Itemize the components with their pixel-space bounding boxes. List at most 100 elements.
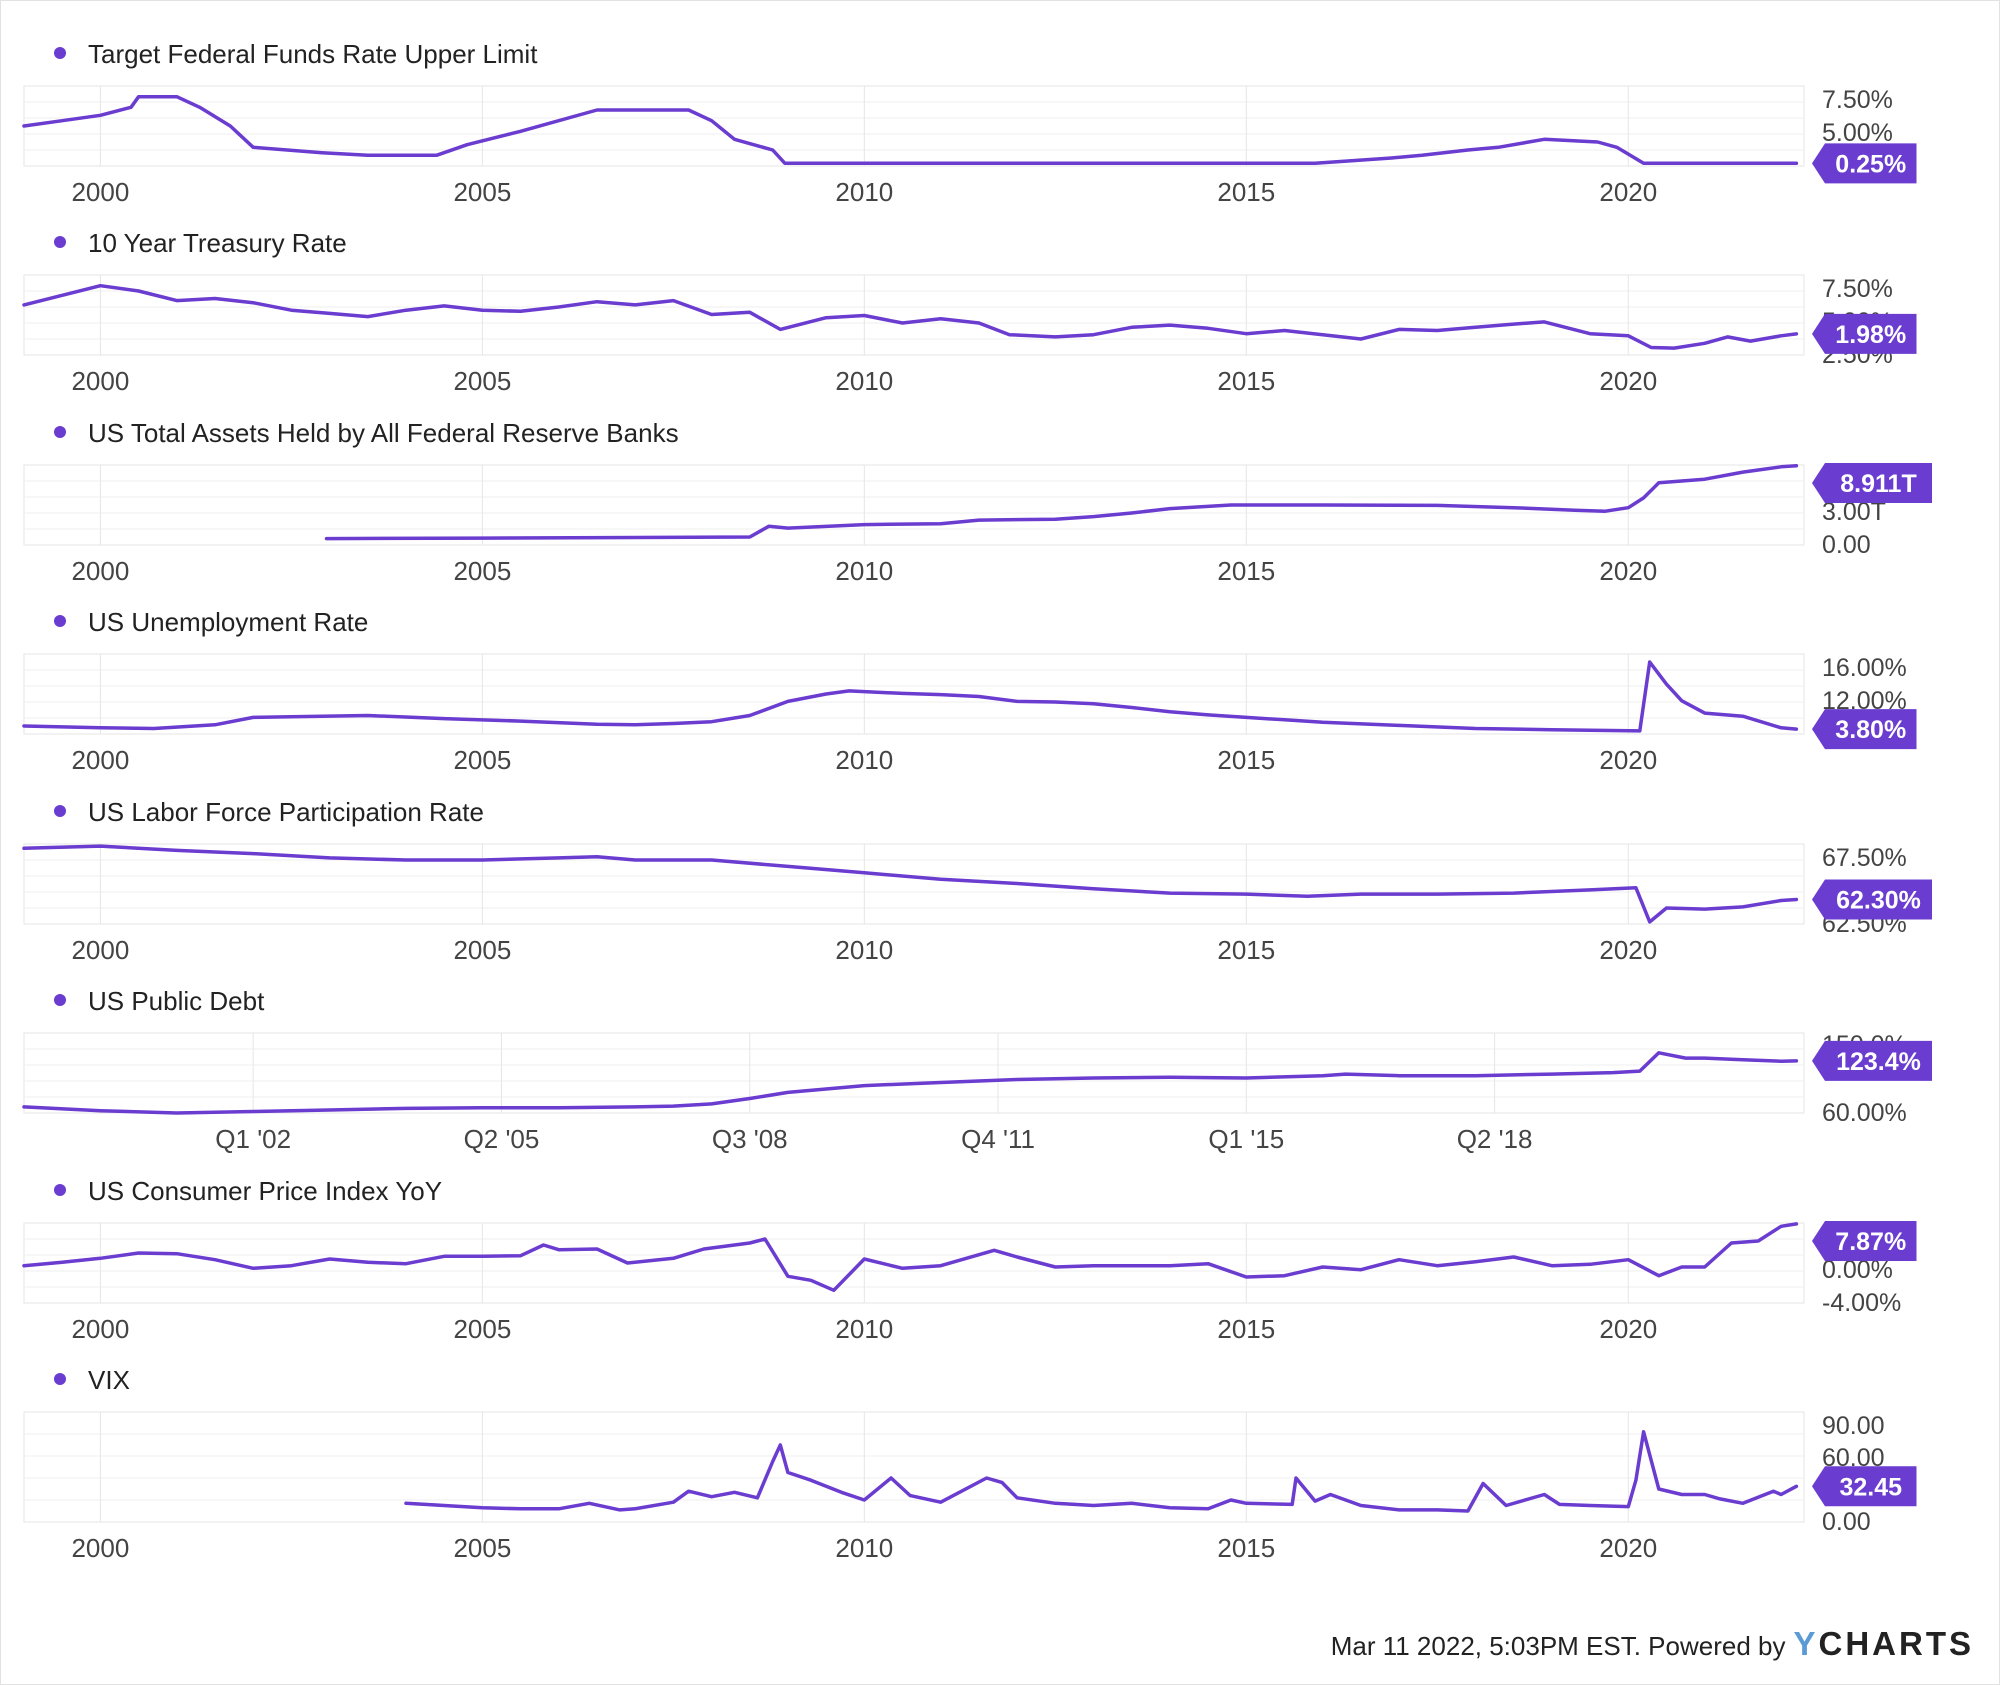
value-tag-label: 1.98% — [1835, 321, 1906, 349]
value-tag-label: 62.30% — [1836, 886, 1921, 914]
chart-panel-6: US Public Debt Q1 '02 Q2 '05 Q3 '08 Q4 '11 Q1… — [22, 986, 1932, 1154]
x-tick-label: 2005 — [453, 556, 511, 586]
series-line — [22, 283, 1799, 350]
plot-area — [23, 464, 1805, 546]
x-tick-label: 2000 — [71, 366, 129, 396]
x-tick-label: Q4 '11 — [961, 1124, 1035, 1154]
plot-area — [23, 843, 1805, 925]
chart-title: US Unemployment Rate — [88, 607, 368, 637]
current-value-tag: 1.98% — [1812, 313, 1917, 354]
y-tick-label: 67.50% — [1822, 844, 1907, 872]
y-tick-label: 16.00% — [1822, 654, 1907, 682]
x-tick-label: 2015 — [1217, 1533, 1275, 1563]
chart-title: US Public Debt — [88, 986, 265, 1016]
legend-dot — [54, 47, 66, 59]
x-tick-label: 2020 — [1599, 1314, 1657, 1344]
x-tick-label: 2005 — [453, 935, 511, 965]
legend-dot — [54, 426, 66, 438]
value-tag-box — [1812, 709, 1917, 750]
x-tick-label: 2020 — [1599, 556, 1657, 586]
series-line — [22, 660, 1799, 733]
legend-dot — [54, 236, 66, 248]
x-tick-label: 2000 — [71, 745, 129, 775]
current-value-tag: 7.87% — [1812, 1221, 1917, 1261]
legend-dot — [54, 615, 66, 627]
y-tick-label: -4.00% — [1822, 1289, 1901, 1317]
x-tick-label: 2020 — [1599, 935, 1657, 965]
current-value-tag: 32.45 — [1812, 1466, 1917, 1507]
x-tick-label: 2015 — [1217, 556, 1275, 586]
x-tick-label: 2015 — [1217, 1314, 1275, 1344]
chart-title: US Consumer Price Index YoY — [88, 1176, 442, 1206]
x-tick-label: 2020 — [1599, 1533, 1657, 1563]
footer: Mar 11 2022, 5:03PM EST. Powered by YCHA… — [1331, 1625, 1974, 1663]
x-tick-label: 2015 — [1217, 935, 1275, 965]
x-tick-label: 2000 — [71, 177, 129, 207]
chart-panel-5: US Labor Force Participation Rate 2000 200… — [22, 797, 1932, 965]
legend-dot — [54, 1373, 66, 1385]
y-tick-label: 5.00% — [1822, 119, 1893, 147]
chart-panel-3: US Total Assets Held by All Federal Rese… — [23, 418, 1932, 586]
x-tick-label: Q3 '08 — [712, 1124, 788, 1154]
value-tag-label: 8.911T — [1840, 470, 1916, 498]
x-tick-label: 2000 — [71, 935, 129, 965]
chart-title: VIX — [88, 1365, 130, 1395]
value-tag-box — [1812, 879, 1932, 920]
series-line — [22, 844, 1799, 924]
x-tick-label: 2005 — [453, 745, 511, 775]
chart-panel-4: US Unemployment Rate 2000 2005 2010 2015 2020… — [22, 607, 1917, 775]
x-tick-label: Q2 '05 — [464, 1124, 540, 1154]
x-tick-label: 2000 — [71, 1533, 129, 1563]
value-tag-label: 3.80% — [1835, 716, 1906, 744]
x-tick-label: 2010 — [835, 745, 893, 775]
legend-dot — [54, 805, 66, 817]
ycharts-logo-y: Y — [1793, 1625, 1819, 1662]
x-tick-label: 2005 — [453, 1314, 511, 1344]
current-value-tag: 123.4% — [1812, 1040, 1932, 1081]
y-tick-label: 0.00 — [1822, 531, 1871, 559]
value-tag-box — [1812, 1040, 1932, 1081]
value-tag-label: 123.4% — [1836, 1048, 1921, 1076]
legend-dot — [54, 1184, 66, 1196]
x-tick-label: 2005 — [453, 177, 511, 207]
series-line — [404, 1430, 1799, 1513]
chart-panel-8: VIX2000200520102015202090.0060.0030.000.… — [23, 1365, 1917, 1563]
x-tick-label: 2020 — [1599, 745, 1657, 775]
y-tick-label: 0.00 — [1822, 1508, 1871, 1536]
plot-area — [23, 1032, 1805, 1114]
y-tick-label: 90.00 — [1822, 1412, 1885, 1440]
current-value-tag: 3.80% — [1812, 709, 1917, 750]
x-tick-label: 2005 — [453, 366, 511, 396]
footer-timestamp: Mar 11 2022, 5:03PM EST. Powered by — [1330, 1631, 1786, 1661]
x-tick-label: 2000 — [71, 1314, 129, 1344]
ycharts-logo[interactable]: YCHARTS — [1793, 1625, 1974, 1663]
ycharts-logo-text: CHARTS — [1818, 1625, 1974, 1662]
x-tick-label: 2000 — [71, 556, 129, 586]
x-tick-label: 2010 — [835, 935, 893, 965]
plot-area — [23, 85, 1805, 167]
value-tag-box — [1812, 1466, 1917, 1507]
y-tick-label: 7.50% — [1822, 275, 1893, 303]
x-tick-label: 2005 — [453, 1533, 511, 1563]
current-value-tag: 0.25% — [1812, 143, 1917, 184]
plot-area — [23, 653, 1805, 735]
chart-panel-2: 10 Year Treasury Rate 2000 2005 2010 2015 202… — [22, 228, 1917, 396]
value-tag-box — [1812, 463, 1932, 503]
current-value-tag: 62.30% — [1812, 879, 1932, 920]
value-tag-label: 0.25% — [1835, 150, 1906, 178]
x-tick-label: Q2 '18 — [1457, 1124, 1533, 1154]
chart-panel-1: Target Federal Funds Rate Upper Limit 200… — [22, 39, 1917, 207]
chart-panel-7: US Consumer Price Index YoY 2000 2005 2010 2… — [22, 1176, 1917, 1344]
value-tag-label: 7.87% — [1835, 1228, 1906, 1256]
plot-area — [23, 1222, 1805, 1304]
x-tick-label: Q1 '02 — [215, 1124, 291, 1154]
value-tag-box — [1812, 143, 1917, 184]
series-line — [22, 94, 1799, 166]
x-tick-label: 2015 — [1217, 366, 1275, 396]
x-tick-label: 2010 — [835, 177, 893, 207]
series-line — [22, 1222, 1799, 1293]
series-line — [22, 1051, 1799, 1115]
x-tick-label: 2010 — [835, 1533, 893, 1563]
x-tick-label: Q1 '15 — [1208, 1124, 1284, 1154]
x-tick-label: 2010 — [835, 1314, 893, 1344]
